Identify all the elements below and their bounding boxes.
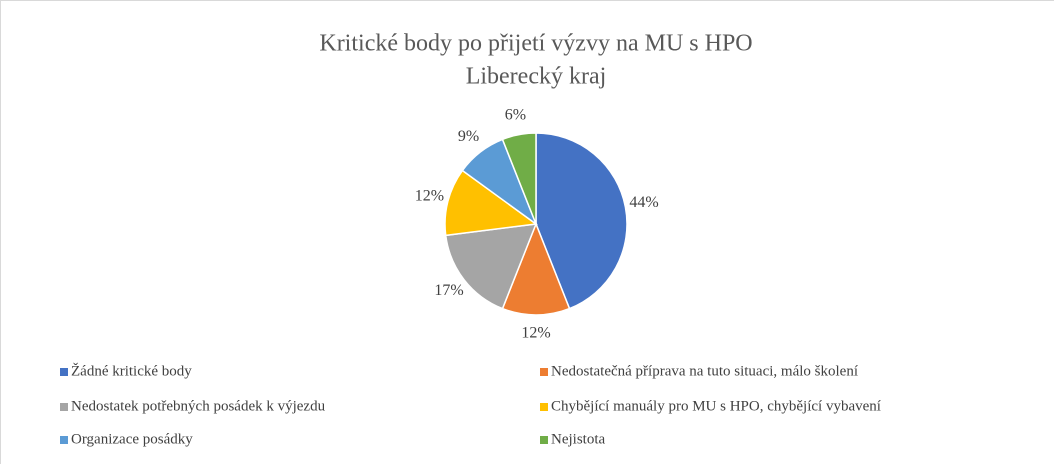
pie-slice (444, 169, 538, 237)
chart-subtitle: Liberecký kraj (466, 64, 607, 90)
legend-swatch (60, 403, 68, 411)
data-label: 6% (505, 107, 526, 124)
data-label: 12% (521, 325, 550, 342)
legend-label: Nejistota (551, 431, 605, 447)
pie-slice (444, 223, 538, 310)
pie-slice (535, 132, 628, 310)
legend-label: Chybějící manuály pro MU s HPO, chybějíc… (551, 398, 881, 414)
data-label: 9% (458, 128, 479, 145)
legend-label: Organizace posádky (71, 431, 193, 447)
data-label: 44% (629, 194, 658, 211)
data-label: 12% (415, 187, 444, 204)
legend-swatch (540, 436, 548, 444)
chart-title: Kritické body po přijetí výzvy na MU s H… (319, 31, 752, 57)
legend-swatch (60, 368, 68, 376)
data-label: 17% (434, 282, 463, 299)
legend-swatch (60, 436, 68, 444)
legend-swatch (540, 403, 548, 411)
legend-label: Nedostatečná příprava na tuto situaci, m… (551, 363, 858, 379)
pie-slice (501, 132, 537, 225)
pie-slice (501, 221, 571, 316)
legend-label: Žádné kritické body (71, 362, 192, 379)
legend-swatch (540, 368, 548, 376)
legend-label: Nedostatek potřebných posádek k výjezdu (71, 398, 326, 414)
